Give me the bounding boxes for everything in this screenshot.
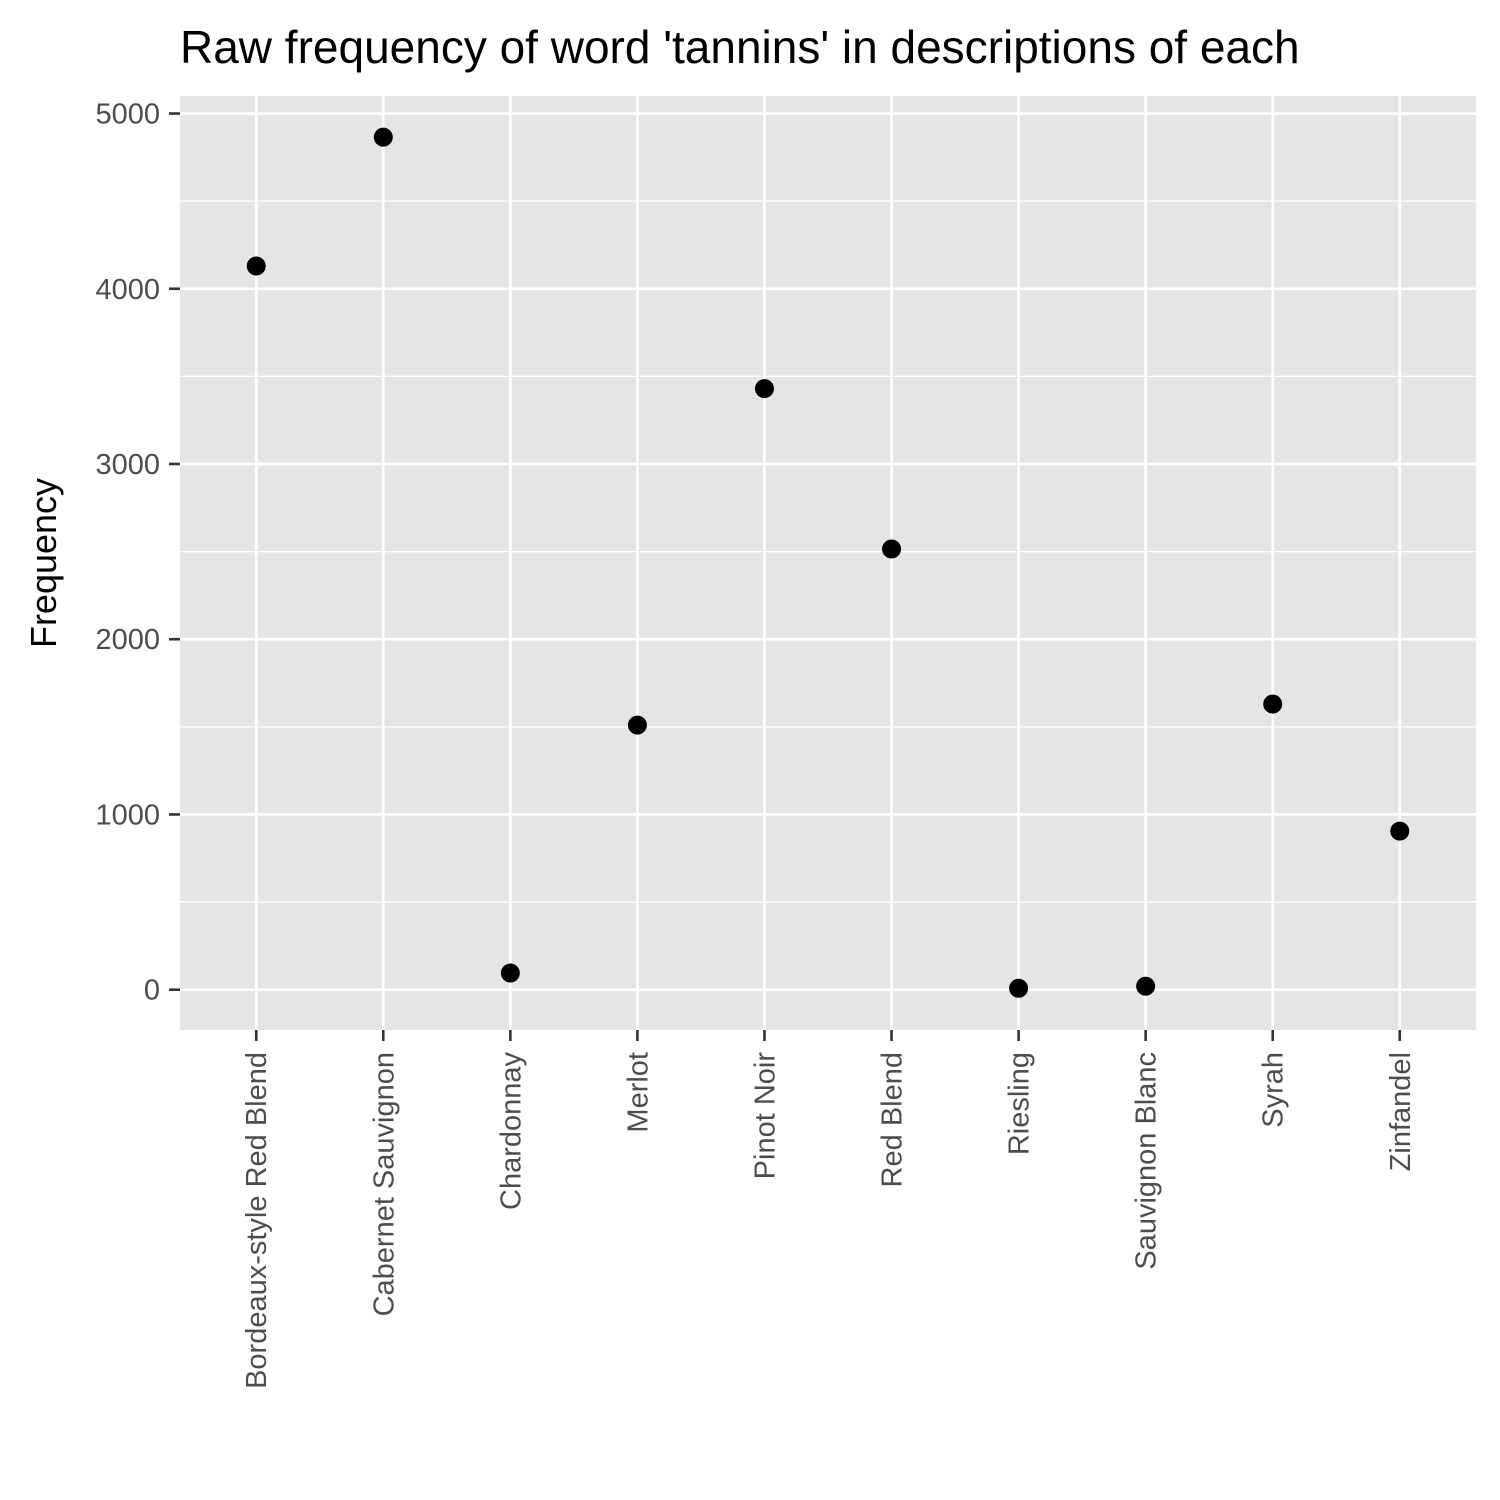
data-point [246, 256, 266, 276]
data-point [1263, 694, 1283, 714]
plot-panel [180, 96, 1476, 1030]
y-tick-label: 4000 [95, 274, 160, 306]
data-point [882, 539, 902, 559]
data-point [754, 379, 774, 399]
data-point [1390, 821, 1410, 841]
y-tick-label: 1000 [95, 799, 160, 831]
x-tick-label: Red Blend [877, 1052, 909, 1187]
x-tick-label: Riesling [1004, 1052, 1036, 1155]
x-axis: Bordeaux-style Red Blend Cabernet Sauvign… [241, 1030, 1417, 1389]
grid-lines [180, 96, 1476, 1030]
data-point [627, 715, 647, 735]
x-tick-label: Zinfandel [1385, 1052, 1417, 1171]
data-point [1009, 978, 1029, 998]
x-tick-label: Syrah [1258, 1052, 1290, 1128]
y-tick-label: 5000 [95, 99, 160, 131]
y-axis-title: Frequency [23, 478, 64, 648]
x-tick-label: Merlot [622, 1052, 654, 1133]
data-point [500, 963, 520, 983]
x-tick-label: Bordeaux-style Red Blend [241, 1052, 273, 1389]
data-point [1136, 976, 1156, 996]
x-tick-label: Sauvignon Blanc [1131, 1052, 1163, 1270]
y-tick-label: 3000 [95, 449, 160, 481]
x-tick-label: Chardonnay [495, 1052, 527, 1210]
data-points [246, 127, 1410, 998]
y-tick-label: 2000 [95, 624, 160, 656]
x-tick-label: Pinot Noir [749, 1052, 781, 1180]
y-tick-label: 0 [144, 975, 160, 1007]
data-point [373, 127, 393, 147]
chart-title: Raw frequency of word 'tannins' in descr… [180, 21, 1300, 73]
y-axis: 0 1000 2000 3000 4000 5000 [95, 99, 180, 1007]
x-tick-label: Cabernet Sauvignon [368, 1052, 400, 1316]
